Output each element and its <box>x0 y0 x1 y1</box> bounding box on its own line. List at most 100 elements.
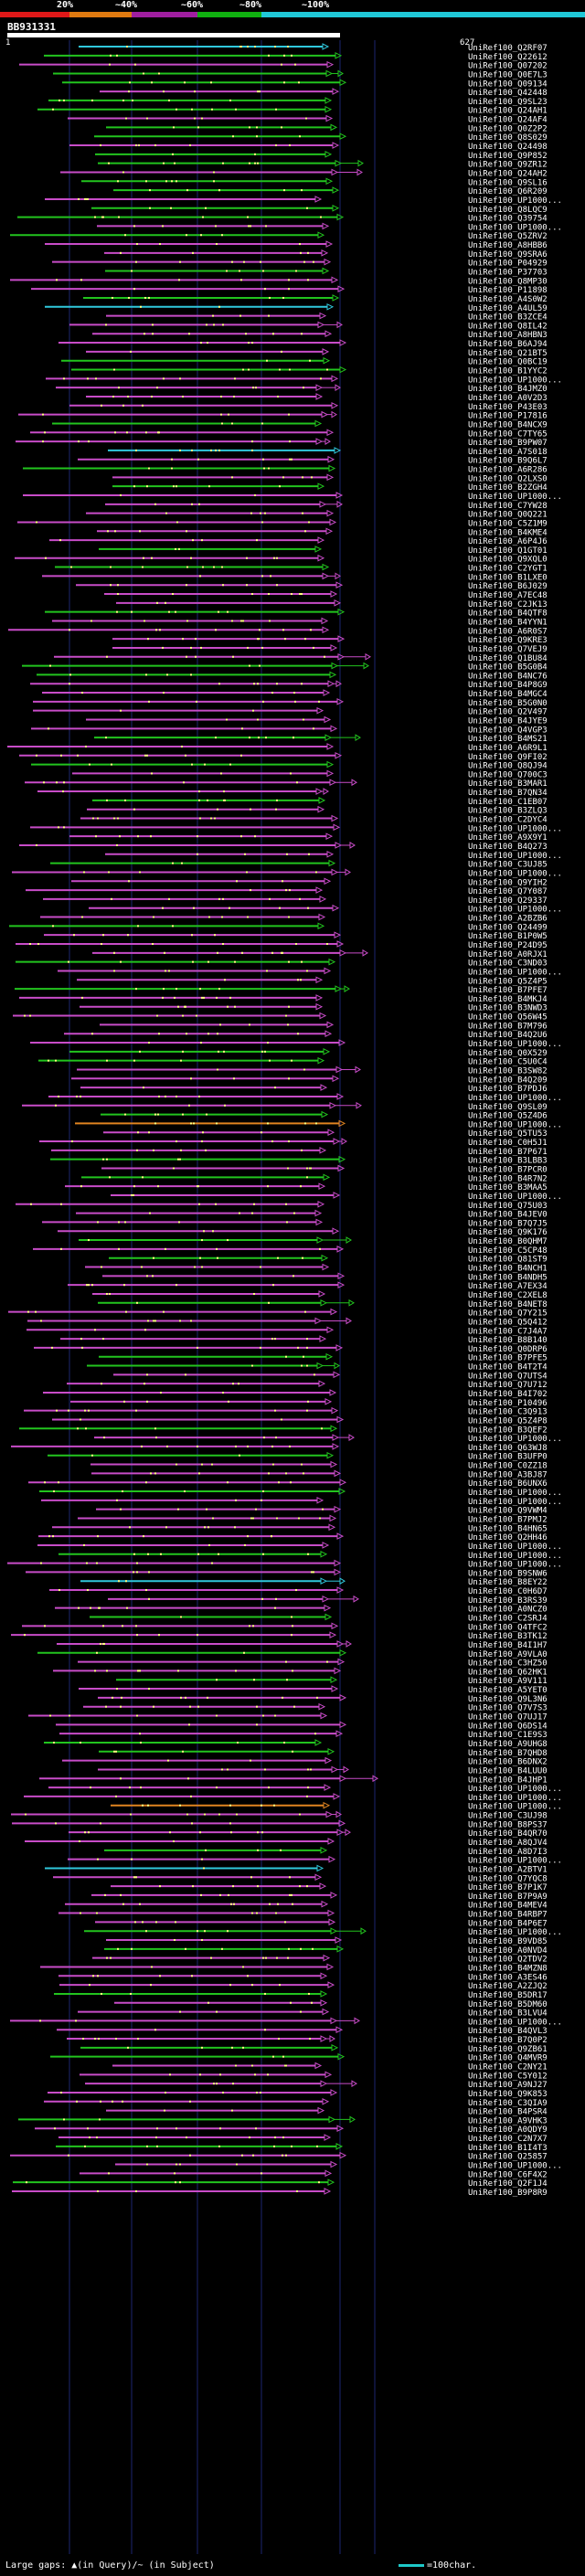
hit-row[interactable]: UniRef100_Q42448 <box>100 88 548 98</box>
hit-label[interactable]: UniRef100_A8HBB6 <box>468 241 548 250</box>
hit-row[interactable]: UniRef100_B4YYN1 <box>52 617 548 627</box>
hit-label[interactable]: UniRef100_B6AJ94 <box>468 340 548 349</box>
hit-label[interactable]: UniRef100_B1P0W5 <box>468 932 548 941</box>
hit-row[interactable]: UniRef100_A9VLA0 <box>37 1648 548 1659</box>
hit-label[interactable]: UniRef100_Q07202 <box>468 62 548 71</box>
hit-row[interactable]: UniRef100_A7EC48 <box>104 590 548 600</box>
hit-label[interactable]: UniRef100_B5DR17 <box>468 1991 548 2000</box>
hit-label[interactable]: UniRef100_B3QEF2 <box>468 1426 548 1435</box>
hit-label[interactable]: UniRef100_B7Q7J5 <box>468 1219 548 1228</box>
hit-row[interactable]: UniRef100_B8EY22 <box>80 1577 548 1587</box>
hit-row[interactable]: UniRef100_Q7VEJ9 <box>112 644 548 654</box>
hit-row[interactable]: UniRef100_Q24499 <box>9 922 548 932</box>
hit-row[interactable]: UniRef100_B4NCH1 <box>85 1263 548 1274</box>
hit-label[interactable]: UniRef100_A4UL59 <box>468 304 548 313</box>
hit-label[interactable]: UniRef100_B5DM60 <box>468 2000 548 2009</box>
hit-label[interactable]: UniRef100_UP1000... <box>468 1794 562 1803</box>
hit-label[interactable]: UniRef100_UP1000... <box>468 968 562 977</box>
hit-row[interactable]: UniRef100_B4NET8 <box>98 1299 548 1309</box>
hit-row[interactable]: UniRef100_B4Q273 <box>19 842 548 852</box>
hit-label[interactable]: UniRef100_Q9ZR12 <box>468 161 548 170</box>
hit-label[interactable]: UniRef100_B4MGC4 <box>468 690 548 699</box>
hit-label[interactable]: UniRef100_B6J029 <box>468 582 548 591</box>
hit-row[interactable]: UniRef100_C2NY21 <box>112 2062 548 2072</box>
hit-row[interactable]: UniRef100_Q700C3 <box>72 769 548 779</box>
hit-label[interactable]: UniRef100_C2NY21 <box>468 2063 548 2072</box>
hit-label[interactable]: UniRef100_C7J4A7 <box>468 1327 548 1336</box>
hit-row[interactable]: UniRef100_B5DR17 <box>54 1990 548 2000</box>
hit-label[interactable]: UniRef100_B7M796 <box>468 1022 548 1031</box>
hit-label[interactable]: UniRef100_Q5Z4D6 <box>468 1112 548 1121</box>
hit-label[interactable]: UniRef100_B4JYE9 <box>468 717 548 726</box>
hit-row[interactable]: UniRef100_A0NVD4 <box>104 1945 548 1956</box>
hit-label[interactable]: UniRef100_A0V2D3 <box>468 394 548 403</box>
hit-row[interactable]: UniRef100_B7P9A9 <box>91 1892 548 1902</box>
hit-row[interactable]: UniRef100_Q0X529 <box>69 1048 548 1058</box>
hit-label[interactable]: UniRef100_C2JK13 <box>468 600 548 610</box>
hit-row[interactable]: UniRef100_Q9L3N6 <box>98 1694 548 1704</box>
hit-row[interactable]: UniRef100_A0V2D3 <box>86 393 548 403</box>
hit-row[interactable]: UniRef100_B1YYC2 <box>71 366 548 376</box>
hit-row[interactable]: UniRef100_B9PW07 <box>16 438 548 448</box>
hit-label[interactable]: UniRef100_Q7Y087 <box>468 887 548 896</box>
hit-label[interactable]: UniRef100_B9PW07 <box>468 439 548 448</box>
hit-label[interactable]: UniRef100_B1YYC2 <box>468 367 548 376</box>
hit-label[interactable]: UniRef100_UP1000... <box>468 2162 562 2171</box>
hit-label[interactable]: UniRef100_A9X9Y1 <box>468 833 548 843</box>
hit-row[interactable]: UniRef100_B3MAR1 <box>25 779 548 789</box>
hit-label[interactable]: UniRef100_Q1GT01 <box>468 546 548 556</box>
hit-row[interactable]: UniRef100_Q6DS14 <box>56 1721 548 1731</box>
hit-label[interactable]: UniRef100_Q09134 <box>468 80 548 89</box>
hit-row[interactable]: UniRef100_A3ES46 <box>58 1972 548 1982</box>
hit-label[interactable]: UniRef100_B7P1K7 <box>468 1883 548 1892</box>
hit-label[interactable]: UniRef100_Q4TFC2 <box>468 1623 548 1632</box>
hit-row[interactable]: UniRef100_B3SW82 <box>77 1065 548 1076</box>
hit-label[interactable]: UniRef100_A2BTV1 <box>468 1865 548 1874</box>
hit-row[interactable]: UniRef100_Q7V7S3 <box>83 1702 548 1713</box>
hit-row[interactable]: UniRef100_A4UL59 <box>45 302 548 313</box>
hit-row[interactable]: UniRef100_A6R0S7 <box>8 626 548 636</box>
hit-label[interactable]: UniRef100_A3ES46 <box>468 1973 548 1982</box>
hit-row[interactable]: UniRef100_C3UJ85 <box>50 859 548 870</box>
hit-label[interactable]: UniRef100_B4MKJ4 <box>468 995 548 1004</box>
hit-label[interactable]: UniRef100_Q0E7L3 <box>468 70 548 80</box>
hit-label[interactable]: UniRef100_B4P8G9 <box>468 681 548 690</box>
hit-label[interactable]: UniRef100_Q0X529 <box>468 1049 548 1058</box>
hit-row[interactable]: UniRef100_Q9KRE3 <box>112 635 548 645</box>
hit-row[interactable]: UniRef100_UP1000... <box>41 1497 562 1507</box>
hit-label[interactable]: UniRef100_B7PDJ6 <box>468 1085 548 1094</box>
hit-label[interactable]: UniRef100_Q700C3 <box>468 770 548 779</box>
hit-row[interactable]: UniRef100_C5CP48 <box>33 1246 548 1256</box>
hit-row[interactable]: UniRef100_B4NDH5 <box>102 1272 548 1282</box>
hit-label[interactable]: UniRef100_Q0BC19 <box>468 358 548 367</box>
hit-row[interactable]: UniRef100_Q81ST9 <box>109 1254 548 1265</box>
hit-row[interactable]: UniRef100_B7Q7J5 <box>42 1218 548 1228</box>
hit-label[interactable]: UniRef100_C5Y012 <box>468 2072 548 2081</box>
hit-label[interactable]: UniRef100_B3MAA5 <box>468 1183 548 1193</box>
hit-row[interactable]: UniRef100_UP1000... <box>45 196 562 206</box>
hit-label[interactable]: UniRef100_Q2RF07 <box>468 44 548 53</box>
hit-row[interactable]: UniRef100_C6F4X2 <box>80 2169 548 2179</box>
hit-row[interactable]: UniRef100_C7YW28 <box>105 500 548 511</box>
hit-row[interactable]: UniRef100_Q9FI02 <box>19 751 548 762</box>
hit-label[interactable]: UniRef100_UP1000... <box>468 824 562 833</box>
hit-row[interactable]: UniRef100_B4MZN8 <box>40 1963 548 1973</box>
hit-label[interactable]: UniRef100_Q8LQC9 <box>468 206 548 215</box>
hit-row[interactable]: UniRef100_Q29337 <box>43 896 548 906</box>
hit-label[interactable]: UniRef100_A0NCZ0 <box>468 1606 548 1615</box>
hit-label[interactable]: UniRef100_B3ZLQ3 <box>468 807 548 816</box>
hit-row[interactable]: UniRef100_Q7YQC8 <box>53 1873 548 1883</box>
hit-label[interactable]: UniRef100_B4QVL3 <box>468 2027 548 2036</box>
hit-row[interactable]: UniRef100_UP1000... <box>115 2160 562 2171</box>
hit-row[interactable]: UniRef100_B3LBB3 <box>50 1155 548 1166</box>
hit-row[interactable]: UniRef100_B4LUU0 <box>98 1765 548 1776</box>
hit-row[interactable]: UniRef100_B7P671 <box>51 1147 548 1157</box>
hit-label[interactable]: UniRef100_A8D7I3 <box>468 1848 548 1857</box>
hit-label[interactable]: UniRef100_B4HN65 <box>468 1524 548 1533</box>
hit-row[interactable]: UniRef100_C2SRJ4 <box>90 1613 548 1624</box>
hit-label[interactable]: UniRef100_Q7VEJ9 <box>468 645 548 654</box>
hit-row[interactable]: UniRef100_A2ZJQ2 <box>59 1981 548 1991</box>
hit-row[interactable]: UniRef100_C7J4A7 <box>27 1326 548 1336</box>
hit-label[interactable]: UniRef100_B4NET8 <box>468 1300 548 1309</box>
hit-row[interactable]: UniRef100_B4I1H7 <box>57 1640 548 1650</box>
